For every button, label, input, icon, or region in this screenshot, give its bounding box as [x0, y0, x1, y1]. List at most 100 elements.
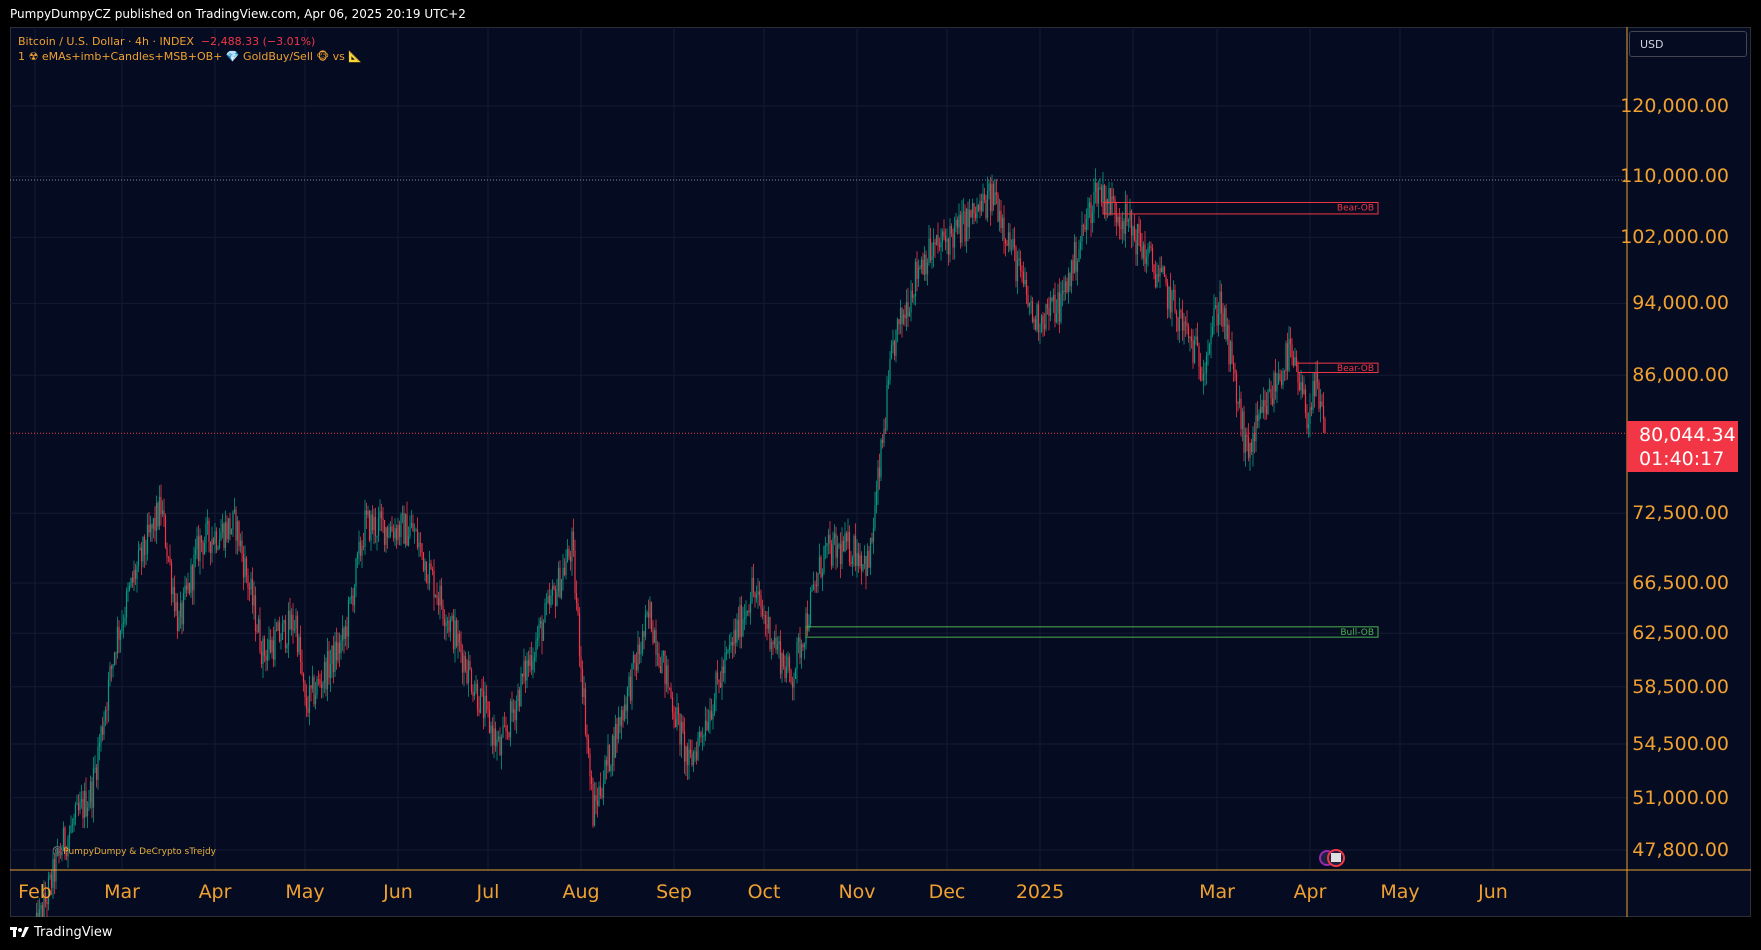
candle-down	[752, 577, 755, 593]
candle-down	[854, 535, 857, 566]
candle-up	[347, 600, 350, 637]
candle-down	[682, 721, 684, 732]
candle-down	[652, 631, 654, 643]
candle-down	[421, 543, 423, 553]
candle-down	[302, 673, 305, 682]
candle-up	[1057, 292, 1059, 314]
candle-up	[428, 563, 431, 584]
candle-down	[1166, 283, 1169, 309]
candle-up	[812, 584, 815, 590]
candle-down	[974, 213, 977, 219]
candle-up	[193, 555, 195, 591]
candle-down	[1216, 305, 1218, 326]
candle-down	[313, 676, 315, 705]
candle-up	[127, 589, 129, 592]
candle-down	[995, 192, 998, 195]
candle-up	[932, 242, 935, 257]
currency-button[interactable]: USD	[1629, 31, 1747, 57]
candle-down	[650, 602, 653, 632]
bull-order-block[interactable]	[805, 626, 1379, 638]
candle-up	[205, 523, 207, 544]
candle-down	[272, 640, 275, 660]
candle-up	[79, 801, 81, 811]
tradingview-logo[interactable]: TradingView	[10, 925, 113, 940]
candle-up	[872, 528, 875, 542]
legend-change: −2,488.33 (−3.01%)	[200, 35, 316, 48]
candle-up	[946, 239, 948, 242]
candle-down	[1174, 289, 1176, 312]
candle-down	[1232, 363, 1235, 370]
candle-down	[506, 731, 509, 733]
candle-down	[1199, 366, 1202, 380]
legend-indicator[interactable]: 1 ☢ eMAs+imb+Candles+MSB+OB+ 💎 GoldBuy/S…	[18, 50, 363, 63]
candle-up	[928, 238, 930, 263]
candle-up	[520, 673, 522, 707]
candle-up	[1111, 196, 1113, 215]
candle-up	[1249, 442, 1251, 458]
candle-up	[130, 577, 132, 587]
candle-up	[523, 660, 525, 677]
candle-down	[1322, 405, 1325, 419]
candle-up	[725, 652, 728, 654]
candle-up	[1312, 380, 1314, 410]
candle-up	[340, 640, 342, 654]
candle-up	[434, 595, 437, 598]
price-axis-label: 86,000.00	[1632, 364, 1729, 387]
candle-up	[1309, 407, 1311, 425]
candle-up	[194, 549, 197, 556]
candle-down	[151, 524, 153, 529]
candle-down	[1192, 340, 1194, 363]
candle-up	[692, 752, 695, 766]
candle-up	[376, 536, 378, 537]
candle-down	[169, 557, 171, 563]
candle-up	[637, 644, 639, 671]
candle-down	[1180, 310, 1182, 313]
candle-up	[896, 319, 899, 330]
candle-down	[578, 613, 581, 657]
candle-down	[584, 688, 587, 734]
candle-up	[1162, 266, 1164, 272]
candle-up	[116, 626, 119, 654]
candle-down	[383, 520, 386, 545]
candle-down	[820, 557, 822, 577]
candle-up	[709, 710, 711, 723]
candle-down	[307, 708, 309, 713]
candle-down	[1112, 196, 1115, 200]
candle-up	[314, 694, 317, 705]
bear-order-block[interactable]	[1102, 201, 1379, 215]
candle-up	[410, 523, 413, 527]
candle-up	[475, 683, 477, 692]
candle-up	[1039, 331, 1041, 333]
candle-up	[988, 183, 990, 191]
candle-down	[235, 509, 237, 541]
candle-up	[853, 535, 855, 558]
candle-up	[137, 549, 140, 567]
candle-down	[44, 892, 47, 903]
candle-down	[1126, 203, 1128, 222]
candle-down	[1051, 298, 1053, 301]
candle-up	[334, 641, 336, 672]
candle-up	[571, 531, 573, 562]
candle-down	[197, 536, 200, 562]
candle-down	[782, 653, 785, 667]
time-axis-label: Aug	[562, 881, 600, 903]
candle-up	[52, 859, 54, 888]
candle-down	[937, 234, 939, 246]
candle-up	[43, 892, 45, 921]
candle-down	[1292, 357, 1295, 366]
bear-order-block[interactable]	[1297, 362, 1379, 373]
candle-up	[257, 619, 260, 632]
candle-down	[959, 214, 962, 243]
candle-up	[547, 595, 549, 603]
candle-up	[751, 577, 753, 603]
candle-up	[446, 621, 449, 623]
candle-up	[1276, 384, 1278, 392]
candle-down	[760, 595, 762, 609]
candle-up	[1258, 414, 1260, 421]
candle-up	[863, 555, 866, 565]
candle-down	[1046, 304, 1049, 308]
candle-down	[106, 709, 108, 711]
legend-symbol[interactable]: Bitcoin / U.S. Dollar · 4h · INDEX	[18, 35, 194, 48]
candle-down	[842, 540, 845, 552]
